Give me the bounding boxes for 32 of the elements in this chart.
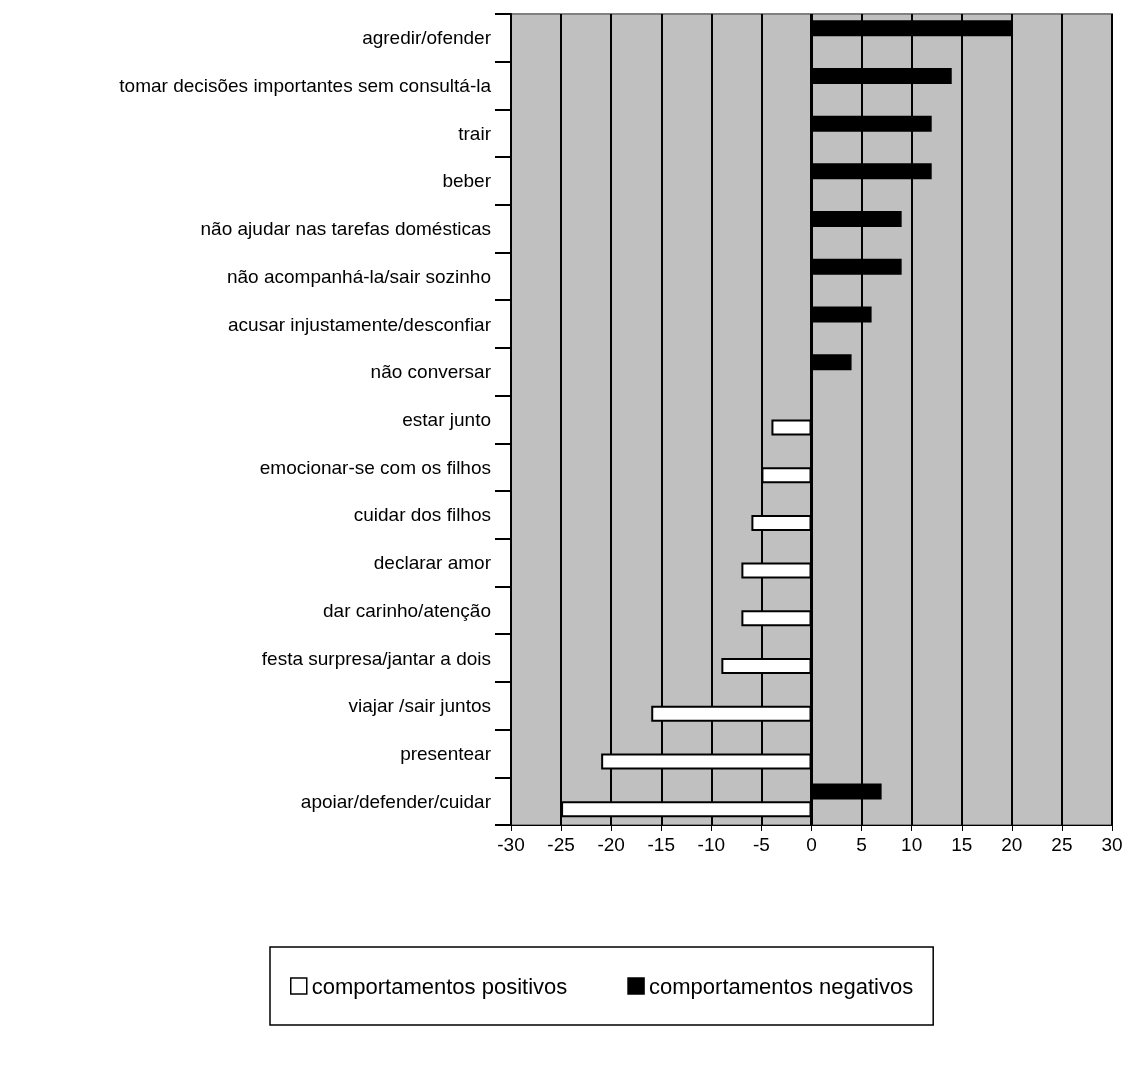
y-tick-label: viajar /sair juntos [348,695,491,717]
x-tick-label: 20 [1001,834,1023,855]
y-tick-label: festa surpresa/jantar a dois [261,647,491,669]
y-tick-label: beber [442,170,492,192]
y-tick-label: tomar decisões importantes sem consultá-la [119,75,492,97]
x-tick-label: 30 [1101,834,1123,855]
x-tick-label: -20 [597,834,625,855]
x-tick-label: 0 [806,834,817,855]
y-tick-label: dar carinho/atenção [323,599,491,621]
x-tick-label: -10 [697,834,726,855]
y-tick-label: não ajudar nas tarefas domésticas [200,218,491,240]
y-tick-label: declarar amor [373,552,492,574]
y-tick-label: apoiar/defender/cuidar [300,790,492,812]
x-tick-label: -15 [647,834,675,855]
legend-label: comportamentos positivos [311,973,568,999]
x-tick-label: 15 [951,834,973,855]
x-tick-label: -30 [497,834,525,855]
y-tick-label: acusar injustamente/desconfiar [228,313,492,335]
x-tick-label: 10 [901,834,923,855]
y-tick-label: agredir/ofender [362,27,492,49]
y-tick-label: emocionar-se com os filhos [259,456,491,478]
x-tick-label: -5 [752,834,770,855]
y-tick-label: cuidar dos filhos [353,504,491,526]
y-tick-label: trair [458,122,492,144]
x-tick-label: -25 [547,834,575,855]
y-tick-label: não conversar [370,361,492,383]
legend-label: comportamentos negativos [649,973,914,999]
x-tick-label: 5 [856,834,867,855]
y-tick-label: presentear [400,742,492,764]
y-tick-label: não acompanhá-la/sair sozinho [226,265,491,287]
x-tick-label: 25 [1051,834,1073,855]
y-tick-label: estar junto [402,409,491,430]
